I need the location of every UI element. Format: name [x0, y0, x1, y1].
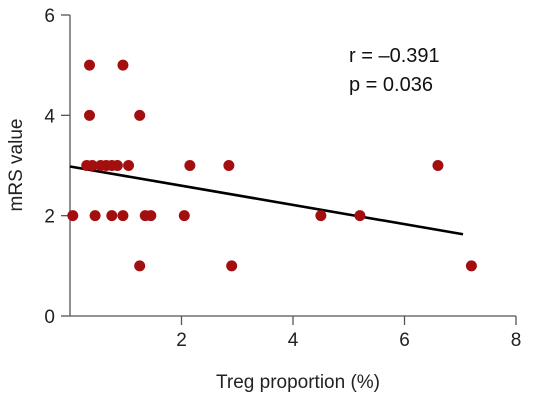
- data-point: [123, 160, 135, 171]
- data-point: [354, 210, 366, 222]
- data-point: [226, 260, 238, 272]
- data-point: [111, 160, 123, 171]
- y-tick-label: 4: [44, 106, 55, 127]
- correlation-r-label: r = –0.391: [349, 45, 440, 67]
- x-tick-label: 6: [399, 330, 410, 351]
- data-point: [89, 210, 101, 222]
- data-point: [134, 260, 146, 272]
- data-point: [117, 59, 129, 71]
- data-point: [117, 210, 129, 222]
- x-axis-title: Treg proportion (%): [216, 372, 380, 393]
- data-point: [315, 210, 327, 222]
- data-point: [145, 210, 157, 222]
- points-layer: [67, 59, 477, 272]
- data-point: [84, 109, 96, 121]
- data-point: [432, 160, 444, 171]
- x-tick-label: 4: [288, 330, 299, 351]
- data-point: [184, 160, 196, 171]
- data-point: [178, 210, 190, 222]
- data-point: [84, 59, 96, 71]
- y-tick-label: 6: [44, 6, 55, 27]
- trendline-layer: [69, 165, 464, 236]
- data-point: [134, 109, 146, 121]
- x-tick-label: 8: [511, 330, 522, 351]
- data-point: [67, 210, 79, 222]
- y-axis-title: mRS value: [6, 119, 27, 212]
- data-point: [106, 210, 118, 222]
- x-tick-label: 2: [176, 330, 187, 351]
- data-point: [465, 260, 477, 272]
- y-tick-label: 2: [44, 207, 55, 228]
- data-point: [86, 160, 98, 171]
- data-point: [223, 160, 235, 171]
- regression-line: [69, 165, 464, 236]
- y-tick-label: 0: [44, 307, 55, 328]
- p-value-label: p = 0.036: [349, 74, 433, 96]
- axes: 0 2 4 6 2 4 6 8: [44, 6, 521, 351]
